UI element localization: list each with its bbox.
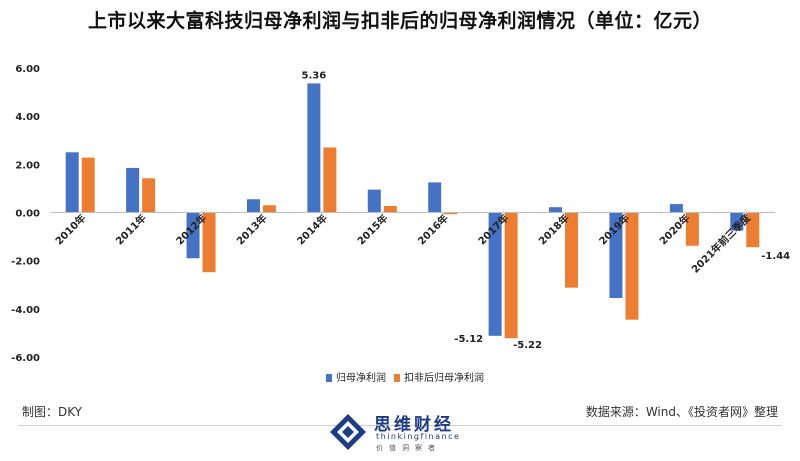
chart-title: 上市以来大富科技归母净利润与扣非后的归母净利润情况（单位：亿元） xyxy=(87,10,712,32)
legend-swatch xyxy=(394,374,400,382)
y-tick-label: 6.00 xyxy=(15,64,40,75)
bar-net-profit xyxy=(549,207,563,213)
bar-deducted-net-profit xyxy=(746,212,760,248)
data-label: -5.12 xyxy=(454,334,483,345)
data-label: 5.36 xyxy=(302,70,327,81)
bar-deducted-net-profit xyxy=(262,205,276,213)
x-category-label: 2015年 xyxy=(354,211,390,247)
bar-deducted-net-profit xyxy=(142,178,156,213)
chart-author: 制图：DKY xyxy=(22,405,83,419)
y-tick-label: 2.00 xyxy=(15,160,40,171)
bar-deducted-net-profit xyxy=(504,212,518,339)
y-tick-label: -2.00 xyxy=(11,257,40,268)
data-source: 数据来源：Wind、《投资者网》整理 xyxy=(585,405,778,419)
bar-net-profit xyxy=(126,167,140,213)
bar-deducted-net-profit xyxy=(444,212,458,215)
bar-net-profit xyxy=(65,152,79,213)
x-category-label: 2010年 xyxy=(52,211,88,247)
bar-deducted-net-profit xyxy=(202,212,216,273)
y-tick-label: -4.00 xyxy=(11,305,40,316)
data-label: -5.22 xyxy=(513,340,542,351)
x-category-label: 2014年 xyxy=(294,211,330,247)
bar-deducted-net-profit xyxy=(81,157,95,213)
logo-english: thinkingfinance xyxy=(376,432,461,441)
legend-label: 归母净利润 xyxy=(336,371,386,384)
logo-name: 思维财经 xyxy=(374,415,454,435)
x-category-label: 2016年 xyxy=(415,211,451,247)
x-category-label: 2013年 xyxy=(234,211,270,247)
bar-deducted-net-profit xyxy=(323,147,337,213)
legend-swatch xyxy=(326,374,332,382)
x-category-label: 2011年 xyxy=(113,211,149,247)
legend-label: 扣非后归母净利润 xyxy=(404,371,484,384)
bar-net-profit xyxy=(367,189,381,213)
footer-divider xyxy=(18,425,782,426)
data-label: -1.44 xyxy=(761,251,790,262)
bar-net-profit xyxy=(669,204,683,213)
bar-deducted-net-profit xyxy=(565,212,579,288)
bar-net-profit xyxy=(246,199,260,213)
bar-net-profit xyxy=(609,212,623,298)
bar-net-profit xyxy=(186,212,200,259)
bar-net-profit xyxy=(428,182,442,213)
bar-deducted-net-profit xyxy=(383,205,397,213)
y-tick-label: 4.00 xyxy=(15,112,40,123)
bar-net-profit xyxy=(730,212,744,231)
brand-logo: 思维财经 thinkingfinance 价值洞察者 xyxy=(328,410,508,456)
logo-mark-icon xyxy=(330,414,366,450)
y-tick-label: -6.00 xyxy=(11,353,40,364)
bar-net-profit xyxy=(307,83,321,213)
bar-deducted-net-profit xyxy=(685,212,699,246)
y-tick-label: 0.00 xyxy=(15,209,40,220)
bar-net-profit xyxy=(488,212,502,336)
logo-subtitle: 价值洞察者 xyxy=(376,444,441,452)
bar-deducted-net-profit xyxy=(625,212,639,320)
